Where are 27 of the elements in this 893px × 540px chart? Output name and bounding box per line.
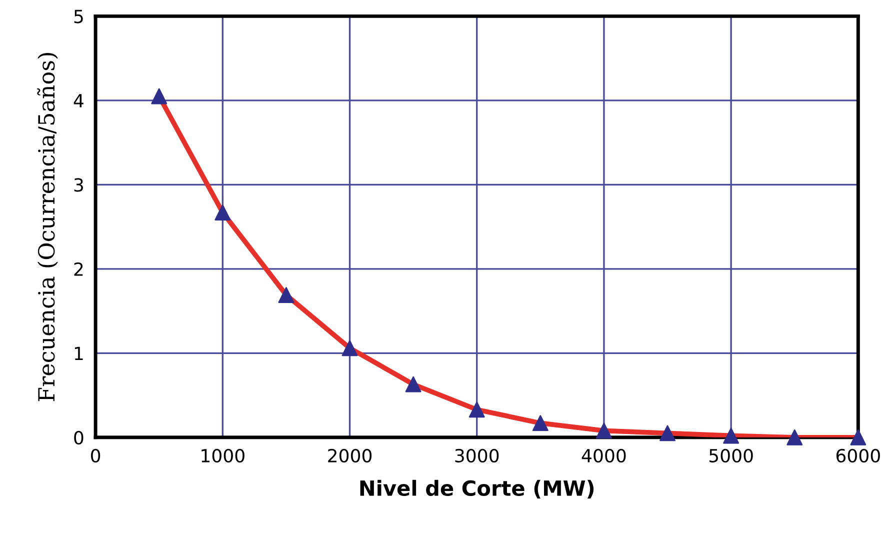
point (151, 88, 168, 104)
point (342, 340, 358, 356)
point (596, 422, 612, 439)
y-tick-label: 2 (74, 262, 83, 276)
x-tick-label: 3000 (455, 448, 499, 462)
x-axis-title: Nivel de Corte (MW) (360, 480, 594, 498)
point (850, 429, 866, 446)
y-tick-label: 5 (74, 10, 83, 24)
x-tick-label: 5000 (709, 448, 753, 462)
x-tick-label: 0 (91, 448, 100, 462)
point (278, 287, 294, 304)
point (786, 429, 803, 446)
point (468, 402, 485, 418)
y-tick-label: 3 (74, 178, 83, 192)
x-tick-label: 2000 (328, 448, 372, 462)
point (723, 428, 740, 444)
y-tick-label: 1 (74, 346, 83, 360)
y-tick-label: 0 (74, 430, 84, 445)
y-axis-title: Frecuencia (Ocurrencia/5años) (37, 53, 58, 402)
point (405, 376, 422, 392)
point (214, 204, 231, 220)
point (532, 415, 548, 432)
x-tick-label: 1000 (202, 448, 244, 462)
x-tick-label: 6000 (836, 448, 880, 462)
y-tick-label: 4 (74, 94, 84, 108)
point (660, 425, 676, 442)
x-tick-label: 4000 (582, 448, 626, 462)
